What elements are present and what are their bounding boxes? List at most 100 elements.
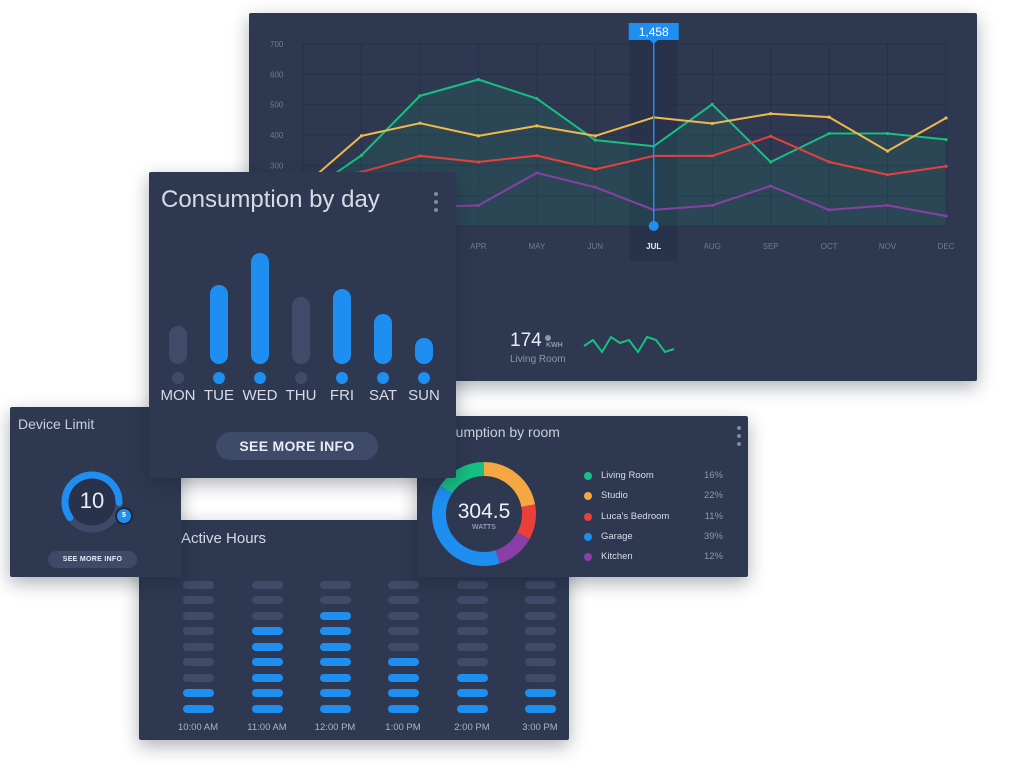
- tooltip-value: 1,458: [639, 25, 669, 39]
- donut-slice: [432, 462, 536, 566]
- hour-label: 3:00 PM: [522, 722, 558, 733]
- hour-label: 10:00 AM: [177, 722, 219, 733]
- donut-center-unit: WATTS: [472, 524, 496, 531]
- series-point: [769, 134, 773, 138]
- device-limit-ring: [61, 471, 123, 533]
- daily-see-more-button[interactable]: SEE MORE INFO: [216, 432, 378, 460]
- room-donut-chart: [432, 462, 536, 566]
- day-label: SUN: [408, 387, 440, 404]
- legend-dot: [584, 512, 592, 521]
- series-point: [476, 77, 480, 82]
- day-dot: [254, 372, 266, 384]
- day-dot: [418, 372, 430, 384]
- monthly-line-chart: 300 400 500 600 700 APR MAY JUN JUL AUG SEP OCT NOV D…: [270, 23, 955, 261]
- sparkline-line: [583, 335, 675, 354]
- hour-cell: [320, 612, 351, 620]
- donut-slice: [432, 462, 536, 566]
- tooltip-pointer: [649, 40, 658, 44]
- hour-label: 11:00 AM: [247, 722, 287, 733]
- day-bar: [374, 314, 392, 364]
- series-line: [302, 112, 947, 188]
- hour-label: 1:00 PM: [385, 722, 421, 733]
- room-consumption-card: Consumption by room 304.5 WATTS Living R…: [417, 416, 748, 577]
- hour-cell: [320, 596, 351, 604]
- series-point: [885, 149, 890, 153]
- series-point: [593, 167, 597, 171]
- series-point: [535, 171, 539, 175]
- series-point: [359, 153, 364, 157]
- donut-center-value: 304.5: [457, 500, 511, 523]
- hour-cell: [457, 689, 488, 697]
- more-vertical-icon[interactable]: [737, 426, 741, 450]
- y-tick-label: 600: [270, 70, 284, 79]
- y-tick-label: 500: [270, 101, 284, 110]
- day-label: MON: [160, 387, 196, 404]
- series-point: [710, 154, 714, 158]
- legend-dot: [584, 532, 592, 541]
- hour-cell: [388, 612, 419, 620]
- hour-cell: [525, 705, 556, 713]
- legend-name: Luca's Bedroom: [601, 510, 670, 522]
- series-point: [769, 184, 773, 188]
- series-point: [885, 131, 890, 136]
- legend-dot: [584, 472, 592, 480]
- legend-dot: [584, 492, 592, 501]
- hour-cell: [183, 612, 214, 620]
- stat-value: 174: [510, 330, 542, 351]
- hour-cell: [183, 674, 214, 682]
- hour-cell: [252, 689, 283, 697]
- hour-cell: [252, 596, 283, 604]
- x-tick-label: OCT: [821, 242, 838, 251]
- day-dot: [377, 372, 389, 384]
- day-label: FRI: [329, 387, 355, 404]
- hour-cell: [320, 627, 351, 635]
- hour-cell: [252, 674, 283, 682]
- series-point: [885, 203, 890, 207]
- hour-cell: [183, 643, 214, 651]
- series-point: [827, 208, 831, 212]
- legend-percent: 11%: [704, 510, 723, 522]
- series-point: [827, 115, 831, 119]
- device-limit-value: 10: [79, 488, 105, 513]
- device-limit-see-more-button[interactable]: SEE MORE INFO: [48, 551, 137, 568]
- x-tick-label: NOV: [879, 242, 897, 251]
- legend-name: Studio: [601, 490, 628, 502]
- day-label: THU: [285, 387, 317, 404]
- day-bar: [210, 285, 228, 364]
- hour-cell: [525, 581, 556, 589]
- stat-label: Living Room: [510, 354, 566, 365]
- hour-cell: [525, 658, 556, 666]
- series-line: [302, 78, 947, 197]
- stat-living-room: 174 KWH Living Room: [510, 330, 690, 370]
- hour-label: 2:00 PM: [454, 722, 490, 733]
- legend-percent: 12%: [703, 551, 723, 563]
- hour-cell: [320, 643, 351, 651]
- series-point: [535, 97, 539, 101]
- daily-card-title: Consumption by day: [161, 186, 380, 213]
- series-point: [944, 164, 948, 168]
- hour-cell: [388, 627, 419, 635]
- hour-cell: [320, 658, 351, 666]
- hour-cell: [252, 627, 283, 635]
- day-bar: [292, 297, 310, 364]
- y-tick-label: 400: [270, 131, 284, 140]
- series-point: [710, 102, 714, 106]
- hour-cell: [183, 581, 214, 589]
- series-point: [827, 131, 831, 136]
- series-point: [593, 185, 597, 189]
- hour-cell: [525, 689, 556, 697]
- series-point: [827, 160, 831, 164]
- hour-cell: [183, 658, 214, 666]
- more-vertical-icon[interactable]: [434, 192, 438, 216]
- tooltip-box: [628, 23, 679, 40]
- room-card-title: Consumption by room: [423, 424, 560, 440]
- series-point: [418, 154, 422, 158]
- day-dot: [213, 372, 225, 384]
- hour-cell: [525, 596, 556, 604]
- hour-cell: [252, 658, 283, 666]
- series-point: [476, 160, 480, 164]
- legend-name: Garage: [601, 530, 633, 542]
- active-hours-card: Active Hours 10:00 AM 11:00 AM 12:00 PM 1:0…: [139, 520, 569, 740]
- hour-cell: [457, 705, 488, 713]
- ring-progress: [61, 471, 123, 533]
